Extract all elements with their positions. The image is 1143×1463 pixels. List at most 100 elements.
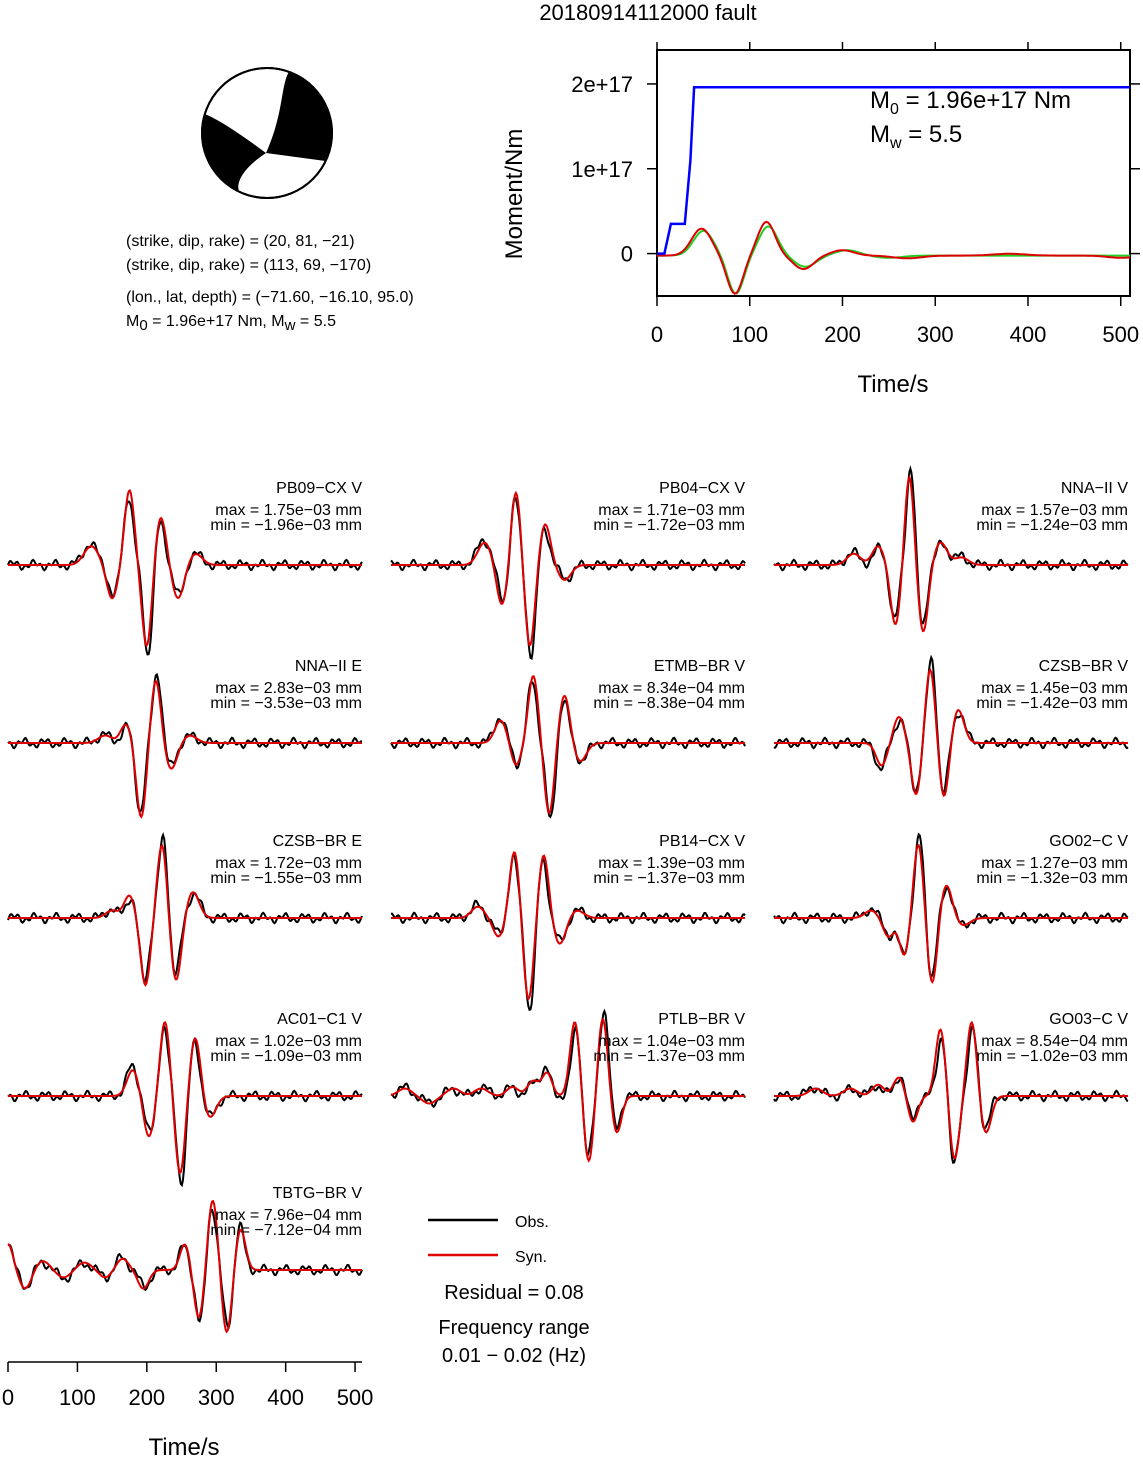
waveform-xtick-label: 300 [198, 1385, 235, 1410]
legend: Obs. Syn. [428, 1214, 549, 1266]
waveform-xtick-label: 400 [267, 1385, 304, 1410]
synthetic-waveform [774, 667, 1128, 798]
station-min: min = −3.53e−03 mm [210, 695, 362, 712]
moment-chart: 0 100 200 300 400 500 0 1e+17 2e+17 Moment/Nm Ti… [501, 42, 1140, 398]
station-max: max = 1.04e−03 mm [598, 1033, 745, 1050]
synthetic-waveform [8, 679, 362, 819]
legend-obs-label: Obs. [515, 1214, 549, 1231]
moment-ylabel: Moment/Nm [501, 129, 528, 260]
moment-ytick-label: 0 [621, 242, 633, 267]
synthetic-waveform [774, 474, 1128, 633]
station-max: max = 1.39e−03 mm [598, 855, 745, 872]
waveform-xtick-label: 500 [337, 1385, 374, 1410]
moment-info-text: M0 = 1.96e+17 Nm, Mw = 5.5 [126, 313, 336, 334]
synthetic-waveform [7, 1199, 362, 1334]
station-min: min = −1.96e−03 mm [210, 517, 362, 534]
synthetic-waveform [391, 674, 745, 815]
station-name: PB14−CX V [659, 833, 745, 850]
station-name: NNA−II E [295, 658, 362, 675]
cumulative-moment-line [657, 86, 1130, 255]
synthetic-waveform [8, 1020, 362, 1175]
station-min: min = −1.37e−03 mm [593, 1048, 745, 1065]
station-name: CZSB−BR E [273, 833, 362, 850]
station-max: max = 1.72e−03 mm [215, 855, 362, 872]
station-max: max = 1.45e−03 mm [981, 680, 1128, 697]
moment-xtick-label: 500 [1102, 322, 1139, 347]
station-name: CZSB−BR V [1039, 658, 1129, 675]
observed-waveform [773, 654, 1129, 796]
station-min: min = −1.09e−03 mm [210, 1048, 362, 1065]
synthetic-waveform [774, 844, 1128, 985]
moment-ytick-label: 2e+17 [571, 72, 633, 97]
station-name: GO02−C V [1049, 833, 1128, 850]
moment-xtick-label: 400 [1010, 322, 1047, 347]
station-min: min = −1.24e−03 mm [976, 517, 1128, 534]
legend-syn-label: Syn. [515, 1249, 547, 1266]
station-max: max = 7.96e−04 mm [215, 1207, 362, 1224]
station-max: max = 1.75e−03 mm [215, 502, 362, 519]
synthetic-waveform [390, 1018, 745, 1163]
plane1-text: (strike, dip, rake) = (20, 81, −21) [126, 233, 355, 250]
station-min: min = −7.12e−04 mm [210, 1222, 362, 1239]
waveform-xtick-label: 0 [2, 1385, 14, 1410]
moment-xtick-label: 0 [651, 322, 663, 347]
station-min: min = −1.72e−03 mm [593, 517, 745, 534]
beachball [201, 67, 333, 199]
station-name: PB09−CX V [276, 480, 362, 497]
moment-xtick-label: 300 [917, 322, 954, 347]
waveform-xtick-label: 200 [128, 1385, 165, 1410]
station-max: max = 1.02e−03 mm [215, 1033, 362, 1050]
stf-red-curve [657, 220, 1131, 295]
station-min: min = −1.32e−03 mm [976, 870, 1128, 887]
residual-text: Residual = 0.08 [444, 1282, 584, 1304]
waveform-time-axis: 0 100 200 300 400 500 [2, 1361, 374, 1410]
station-name: TBTG−BR V [273, 1185, 363, 1202]
moment-xtick-label: 200 [824, 322, 861, 347]
station-name: AC01−C1 V [277, 1011, 362, 1028]
station-name: GO03−C V [1049, 1011, 1128, 1028]
station-min: min = −1.02e−03 mm [976, 1048, 1128, 1065]
observed-waveform [773, 465, 1129, 625]
station-name: PTLB−BR V [658, 1011, 745, 1028]
mw-annotation: Mw = 5.5 [870, 121, 962, 152]
synthetic-waveform [8, 489, 362, 648]
synthetic-waveform [391, 851, 745, 1002]
m0-annotation: M0 = 1.96e+17 Nm [870, 87, 1071, 118]
station-min: min = −8.38e−04 mm [593, 695, 745, 712]
moment-ytick-label: 1e+17 [571, 157, 633, 182]
station-name: NNA−II V [1061, 480, 1128, 497]
station-max: max = 1.27e−03 mm [981, 855, 1128, 872]
station-max: max = 8.34e−04 mm [598, 680, 745, 697]
location-text: (lon., lat, depth) = (−71.60, −16.10, 95… [126, 289, 414, 306]
frequency-label: Frequency range [438, 1317, 589, 1339]
observed-waveform [7, 1024, 363, 1188]
station-max: max = 1.71e−03 mm [598, 502, 745, 519]
moment-xtick-label: 100 [731, 322, 768, 347]
station-min: min = −1.55e−03 mm [210, 870, 362, 887]
station-max: max = 8.54e−04 mm [981, 1033, 1128, 1050]
waveform-xtick-label: 100 [59, 1385, 96, 1410]
frequency-value: 0.01 − 0.02 (Hz) [442, 1345, 586, 1367]
moment-xlabel: Time/s [857, 371, 928, 398]
plane2-text: (strike, dip, rake) = (113, 69, −170) [126, 257, 371, 274]
waveform-xlabel: Time/s [148, 1434, 219, 1458]
synthetic-waveform [774, 1020, 1128, 1160]
station-min: min = −1.37e−03 mm [593, 870, 745, 887]
station-min: min = −1.42e−03 mm [976, 695, 1128, 712]
synthetic-waveform [8, 843, 362, 987]
station-name: ETMB−BR V [654, 658, 745, 675]
